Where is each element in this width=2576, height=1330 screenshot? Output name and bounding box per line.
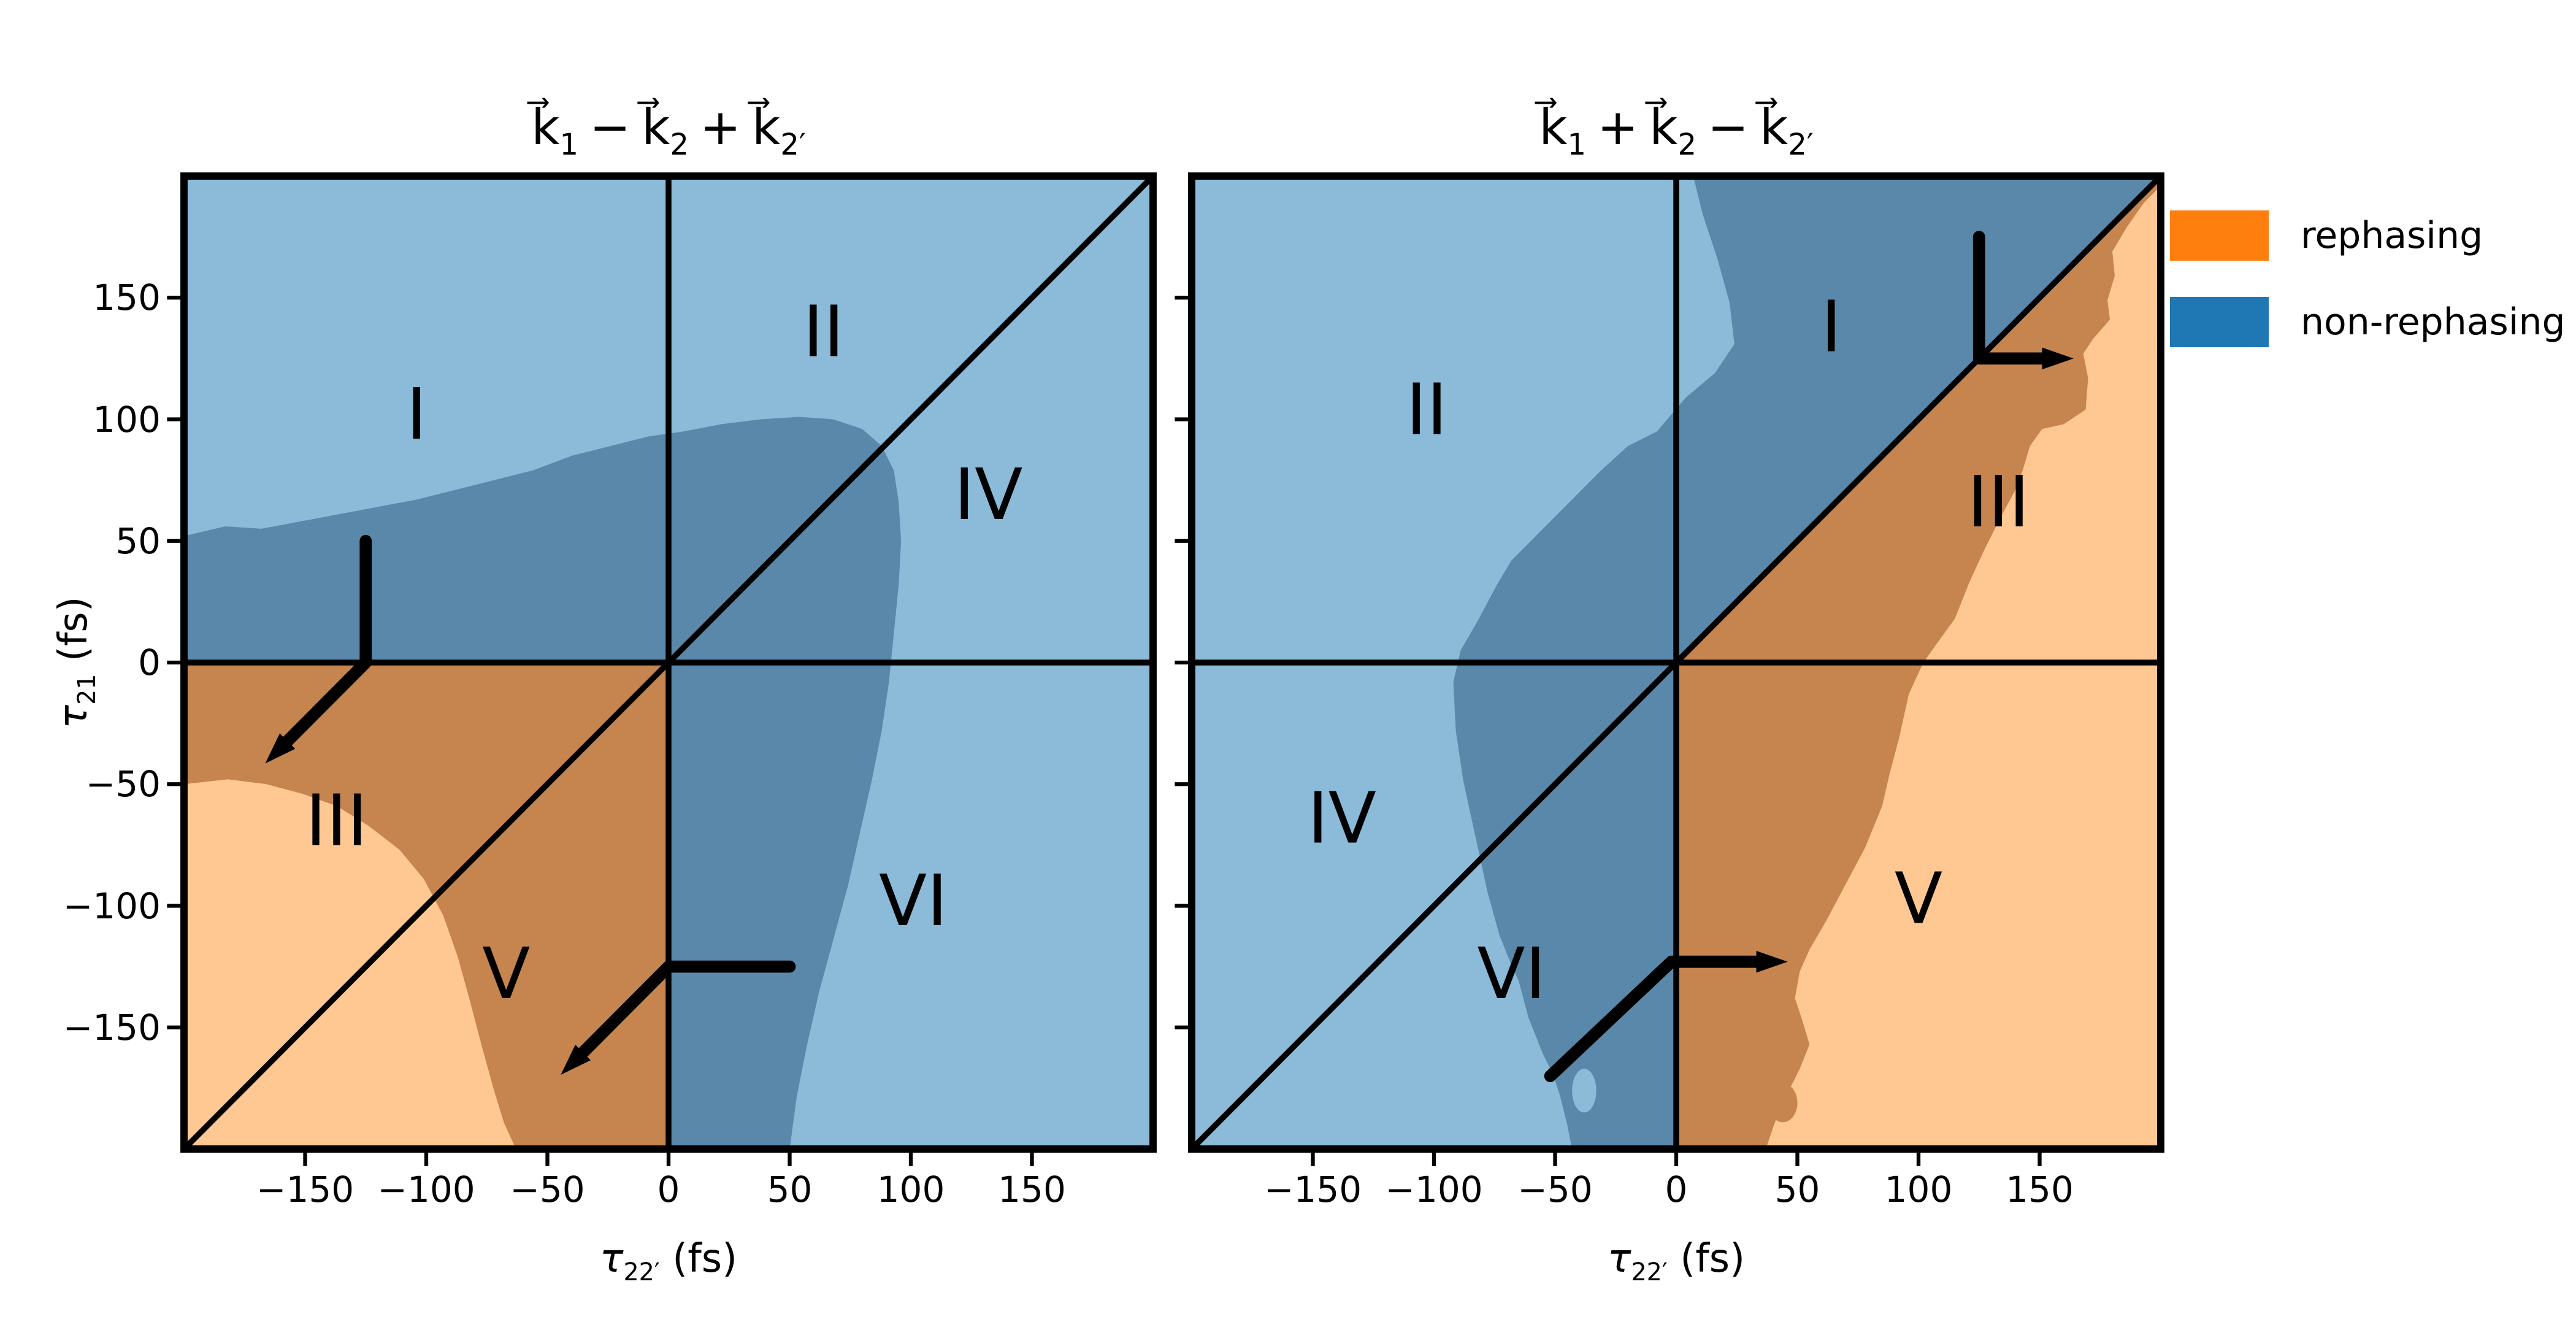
x-tick: 100: [1884, 1169, 1953, 1210]
diagonal-line: [182, 174, 1156, 1151]
x-tick: −100: [377, 1169, 475, 1210]
tau-subscript: 22′: [623, 1258, 660, 1286]
axis-unit: (fs): [1667, 1236, 1746, 1282]
region-label-III: III: [1968, 461, 2030, 544]
legend-label: non-rephasing: [2301, 301, 2566, 344]
k-vector: k⃗: [531, 99, 560, 156]
panel-left: k⃗1− k⃗2 + k⃗2′ I II III IV V VI −150 −100 …: [167, 0, 1157, 1330]
axis-unit: (fs): [51, 596, 96, 674]
x-axis-label-left: τ22′ (fs): [184, 1236, 1153, 1285]
tau-symbol: τ: [51, 705, 96, 729]
title-term: k⃗2: [642, 99, 689, 160]
k-vector: k⃗: [752, 99, 781, 156]
pulse-sequence-arrow: [561, 960, 796, 1075]
x-tick: 0: [1665, 1169, 1688, 1210]
axes-frame: [1188, 172, 2164, 1153]
region-label-III: III: [305, 780, 367, 862]
region-label-V: V: [482, 933, 530, 1015]
operator: −: [589, 99, 631, 156]
x-tick: −150: [256, 1169, 355, 1210]
pulse-sequence-arrow: [1972, 231, 2074, 370]
overlap-band-on-orange: [184, 663, 669, 1149]
x-tick-labels-left: −150 −100 −50 0 50 100 150: [184, 1169, 1153, 1224]
region-label-VI: VI: [1477, 933, 1546, 1015]
title-term: k⃗2′: [752, 99, 806, 160]
region-label-II: II: [1406, 369, 1447, 451]
title-term: k⃗2′: [1760, 99, 1814, 160]
contour-islet: [1572, 1069, 1597, 1113]
diagonal-line: [1189, 174, 2163, 1151]
k-vector: k⃗: [642, 99, 670, 156]
k-vector: k⃗: [1649, 99, 1678, 156]
panel-right-title: k⃗1 + k⃗2− k⃗2′: [1192, 91, 2161, 164]
x-tick: 50: [1774, 1169, 1820, 1210]
legend-label: rephasing: [2301, 214, 2483, 257]
k-subscript: 2: [670, 128, 689, 162]
operator: −: [1707, 99, 1749, 156]
pulse-sequence-arrow: [265, 534, 372, 764]
title-term: k⃗1: [1539, 99, 1586, 160]
region-label-IV: IV: [1308, 777, 1376, 859]
x-axis-label-right: τ22′ (fs): [1192, 1236, 2161, 1285]
k-subscript: 1: [1567, 128, 1587, 162]
y-tick: 0: [138, 642, 161, 683]
region-label-II: II: [803, 291, 845, 373]
x-tick: −150: [1263, 1169, 1362, 1210]
axes-frame: [180, 172, 1157, 1153]
x-tick: −50: [510, 1169, 585, 1210]
x-tick-labels-right: −150 −100 −50 0 50 100 150: [1192, 1169, 2161, 1224]
y-tick: −150: [63, 1006, 161, 1048]
panel-left-title: k⃗1− k⃗2 + k⃗2′: [184, 91, 1153, 164]
y-tick: 150: [93, 277, 161, 319]
region-label-I: I: [406, 374, 427, 456]
x-tick: 50: [767, 1169, 813, 1210]
region-label-IV: IV: [954, 454, 1022, 536]
non-rephasing-swatch: [2170, 297, 2269, 347]
k-subscript: 2′: [1788, 128, 1814, 162]
y-axis-label: τ21 (fs): [51, 596, 101, 729]
k-vector: k⃗: [1539, 99, 1568, 156]
region-label-VI: VI: [879, 860, 948, 942]
region-label-V: V: [1895, 858, 1942, 940]
contour-islet: [1768, 1083, 1798, 1123]
title-term: k⃗1: [531, 99, 578, 160]
plot-area-right: I II III IV V VI: [1175, 172, 2164, 1166]
pulse-sequence-arrow: [1544, 950, 1788, 1082]
k-subscript: 2′: [780, 128, 806, 162]
k-subscript: 2: [1677, 128, 1696, 162]
tau-symbol: τ: [599, 1236, 624, 1282]
k-subscript: 1: [559, 128, 579, 162]
title-term: k⃗2: [1649, 99, 1696, 160]
tau-subscript: 21: [72, 674, 101, 705]
region-label-I: I: [1821, 286, 1842, 368]
plot-area-left: I II III IV V VI: [167, 172, 1157, 1166]
axis-unit: (fs): [659, 1236, 738, 1282]
x-tick: −100: [1385, 1169, 1483, 1210]
y-tick: 100: [93, 398, 161, 440]
x-tick: 100: [876, 1169, 945, 1210]
k-vector: k⃗: [1760, 99, 1788, 156]
y-tick: −100: [63, 885, 161, 927]
x-tick: 0: [657, 1169, 680, 1210]
panel-right: k⃗1 + k⃗2− k⃗2′ I II III IV V VI −150 −100: [1175, 0, 2164, 1330]
tau-subscript: 22′: [1631, 1258, 1668, 1286]
legend: rephasing non-rephasing: [2170, 210, 2575, 352]
operator: +: [699, 99, 742, 156]
y-tick: −50: [85, 763, 161, 805]
x-tick: 150: [2006, 1169, 2074, 1210]
x-tick: −50: [1517, 1169, 1593, 1210]
rephasing-swatch: [2170, 210, 2269, 261]
operator: +: [1597, 99, 1639, 156]
x-tick: 150: [998, 1169, 1066, 1210]
y-tick-labels: 150 100 50 0 −50 −100 −150: [18, 176, 161, 1149]
y-tick: 50: [115, 520, 161, 562]
tau-symbol: τ: [1607, 1236, 1631, 1282]
